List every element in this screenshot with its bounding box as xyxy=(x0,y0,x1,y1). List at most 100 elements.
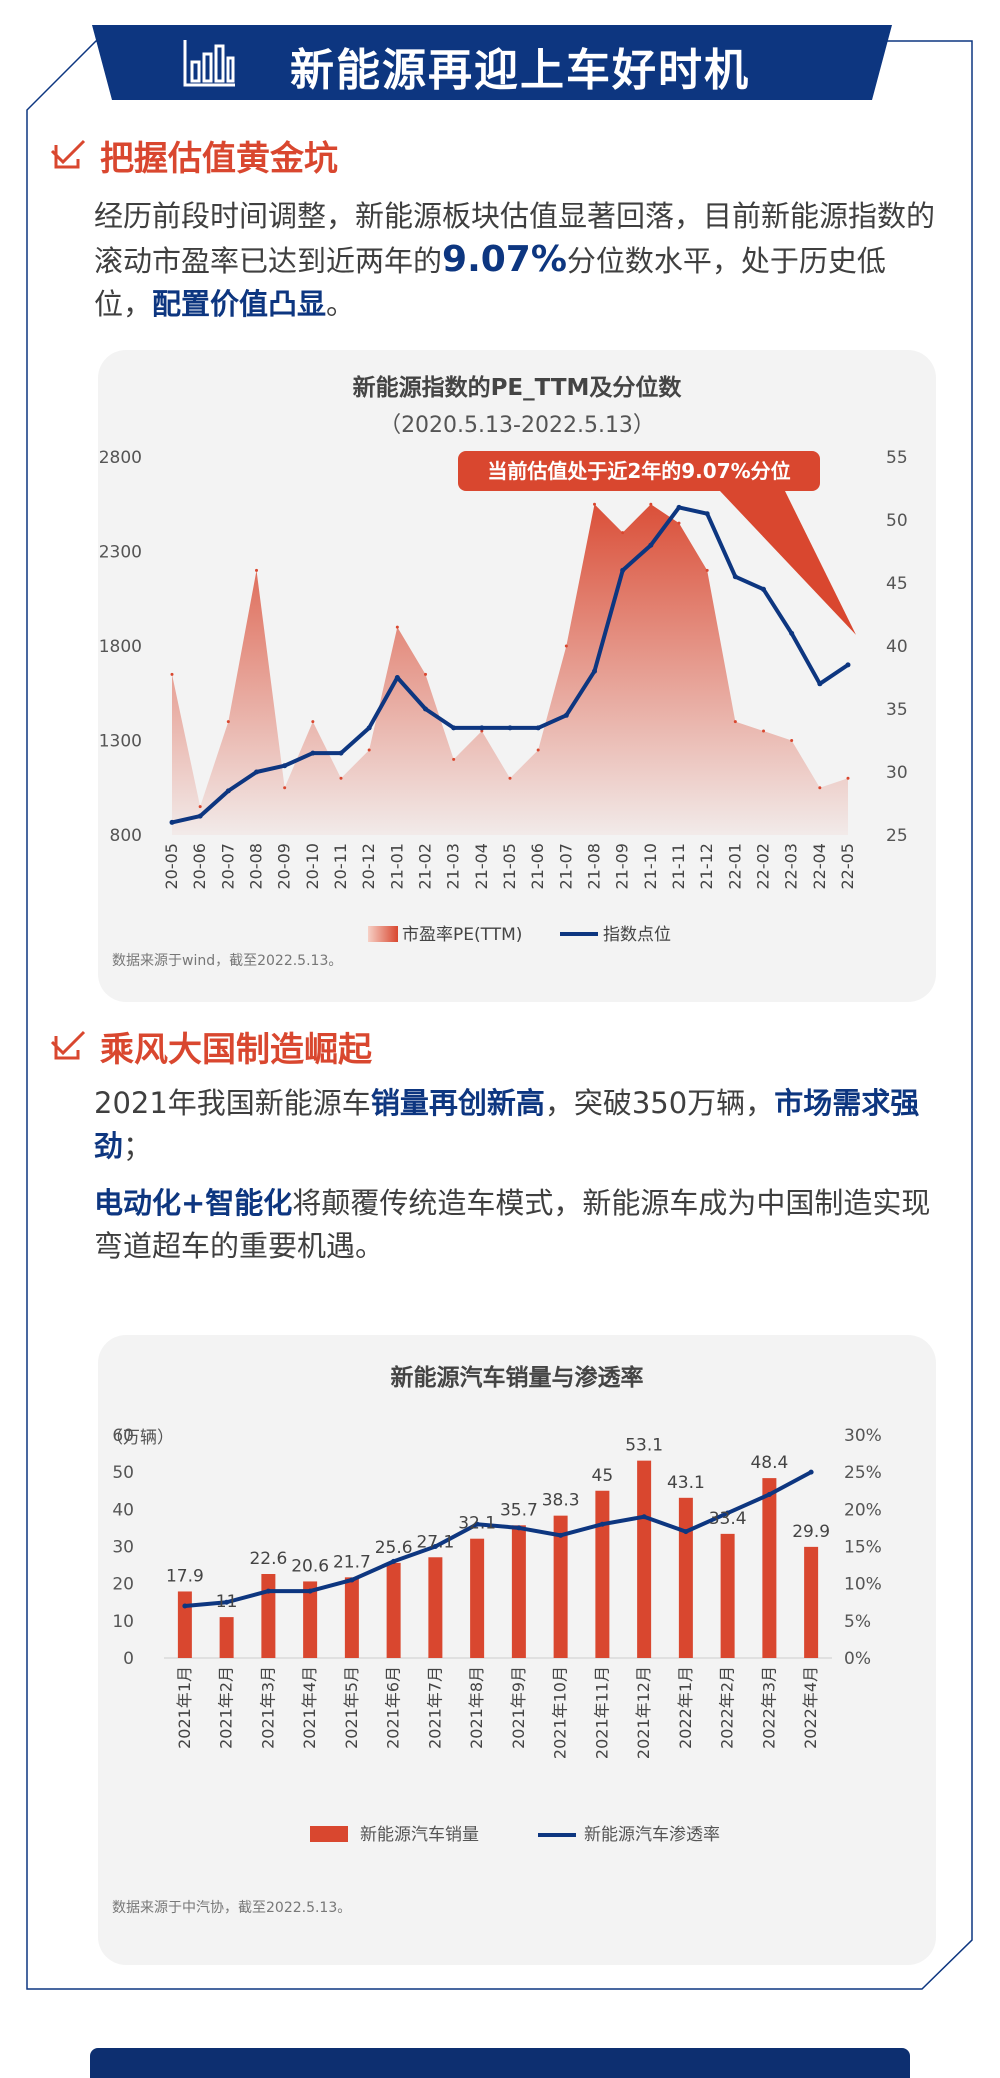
index-point xyxy=(479,725,485,731)
pe-point xyxy=(621,531,625,535)
sales-bar xyxy=(177,1591,192,1658)
legend-label: 市盈率PE(TTM) xyxy=(402,925,522,945)
intelligence-paragraph: 电动化+智能化将颠覆传统造车模式，新能源车成为中国制造实现弯道超车的重要机遇。 xyxy=(94,1182,936,1268)
y-left-tick: 20 xyxy=(112,1575,134,1595)
bar-value-label: 21.7 xyxy=(333,1552,371,1572)
penetration-point xyxy=(599,1521,605,1527)
index-point xyxy=(197,813,203,819)
pe-point xyxy=(677,521,681,525)
x-tick: 2021年6月 xyxy=(384,1666,403,1749)
y-left-tick: 1300 xyxy=(99,732,142,752)
pe-point xyxy=(367,748,371,752)
penetration-point xyxy=(349,1577,355,1583)
pe-chart-card: 新能源指数的PE_TTM及分位数 （2020.5.13-2022.5.13） 800… xyxy=(98,350,936,1002)
index-point xyxy=(366,725,372,731)
pe-area xyxy=(172,504,848,835)
pe-point xyxy=(818,786,822,790)
pe-point xyxy=(311,720,315,724)
pe-point xyxy=(508,776,512,780)
y-left-tick: 60 xyxy=(112,1426,134,1446)
index-point xyxy=(535,725,541,731)
bar-value-label: 48.4 xyxy=(750,1453,788,1473)
pe-point xyxy=(170,672,174,676)
para-text: ，突破350万辆， xyxy=(544,1086,775,1120)
penetration-point xyxy=(641,1514,647,1520)
x-tick: 2021年2月 xyxy=(217,1666,236,1749)
data-source: 数据来源于wind，截至2022.5.13。 xyxy=(112,953,343,969)
penetration-point xyxy=(558,1532,564,1538)
pe-point xyxy=(733,720,737,724)
bar-value-label: 11 xyxy=(216,1592,238,1612)
para-text: 将颠覆传统造车模式，新能源车成为中国制造实现弯道超车的重要机遇。 xyxy=(94,1186,931,1263)
para-bold: 销量再创新高 xyxy=(370,1086,545,1120)
x-tick: 21-11 xyxy=(669,843,688,890)
x-tick: 2021年10月 xyxy=(551,1666,570,1759)
page-frame xyxy=(26,40,973,1990)
index-point xyxy=(254,769,259,775)
next-banner xyxy=(90,2048,910,2078)
x-tick: 21-04 xyxy=(472,843,491,890)
x-tick: 20-06 xyxy=(190,843,209,890)
pe-point xyxy=(790,739,794,742)
pe-point xyxy=(593,502,596,506)
data-source: 数据来源于中汽协，截至2022.5.13。 xyxy=(112,1900,352,1916)
y-left-tick: 10 xyxy=(112,1612,134,1632)
section-title: 把握估值黄金坑 xyxy=(100,138,338,179)
x-tick: 21-05 xyxy=(500,843,519,890)
pe-point xyxy=(480,729,484,733)
annotation-box xyxy=(458,451,820,491)
penetration-point xyxy=(516,1525,522,1531)
x-tick: 21-10 xyxy=(641,843,660,890)
sales-bar xyxy=(678,1497,693,1658)
x-tick: 20-10 xyxy=(303,843,322,890)
penetration-point xyxy=(808,1469,814,1475)
penetration-point xyxy=(766,1491,772,1497)
chart-subtitle: （2020.5.13-2022.5.13） xyxy=(379,413,655,438)
x-tick: 2021年7月 xyxy=(425,1666,444,1749)
bar-value-label: 45 xyxy=(592,1466,614,1486)
checkbox-icon xyxy=(50,139,86,169)
sales-bar xyxy=(344,1577,359,1658)
y-right-tick: 25 xyxy=(886,826,908,846)
sales-bar xyxy=(219,1617,234,1658)
x-tick: 20-12 xyxy=(359,843,378,890)
x-tick: 22-02 xyxy=(754,843,773,890)
x-tick: 21-12 xyxy=(697,843,716,890)
bar-value-label: 22.6 xyxy=(249,1549,287,1569)
pe-point xyxy=(198,805,202,809)
bar-value-label: 29.9 xyxy=(792,1522,830,1542)
x-tick: 21-08 xyxy=(585,843,604,890)
x-tick: 22-03 xyxy=(782,843,801,890)
chart-title: 新能源汽车销量与渗透率 xyxy=(391,1364,644,1391)
index-point xyxy=(282,763,288,769)
index-point xyxy=(704,511,710,517)
index-point xyxy=(310,750,316,756)
legend-swatch-pe xyxy=(368,926,398,942)
pe-point xyxy=(536,748,540,752)
index-point xyxy=(732,574,738,580)
sales-bar xyxy=(261,1574,276,1658)
y-right-tick: 55 xyxy=(886,448,908,468)
y-right-tick: 0% xyxy=(844,1649,871,1669)
index-point xyxy=(507,725,513,731)
sales-bar xyxy=(428,1557,443,1658)
para-text: 。 xyxy=(326,287,356,321)
section-heading-manufacturing: 乘风大国制造崛起 xyxy=(50,1024,372,1070)
index-point xyxy=(423,706,428,712)
index-point xyxy=(451,725,457,731)
para-text: 2021年我国新能源车 xyxy=(94,1086,371,1120)
index-point xyxy=(394,675,400,680)
bar-value-label: 20.6 xyxy=(291,1556,329,1576)
section-title: 乘风大国制造崛起 xyxy=(100,1029,372,1070)
x-tick: 2022年4月 xyxy=(801,1666,820,1749)
x-tick: 21-03 xyxy=(444,843,463,890)
legend-label: 新能源汽车销量 xyxy=(360,1825,479,1845)
y-right-tick: 30 xyxy=(886,763,908,783)
legend-label: 新能源汽车渗透率 xyxy=(584,1825,720,1845)
x-tick: 22-04 xyxy=(810,843,829,890)
page-title: 新能源再迎上车好时机 xyxy=(290,45,750,96)
x-tick: 20-11 xyxy=(331,843,350,890)
x-tick: 2021年12月 xyxy=(634,1666,653,1759)
sales-bar xyxy=(762,1478,777,1658)
y-right-tick: 30% xyxy=(844,1426,882,1446)
